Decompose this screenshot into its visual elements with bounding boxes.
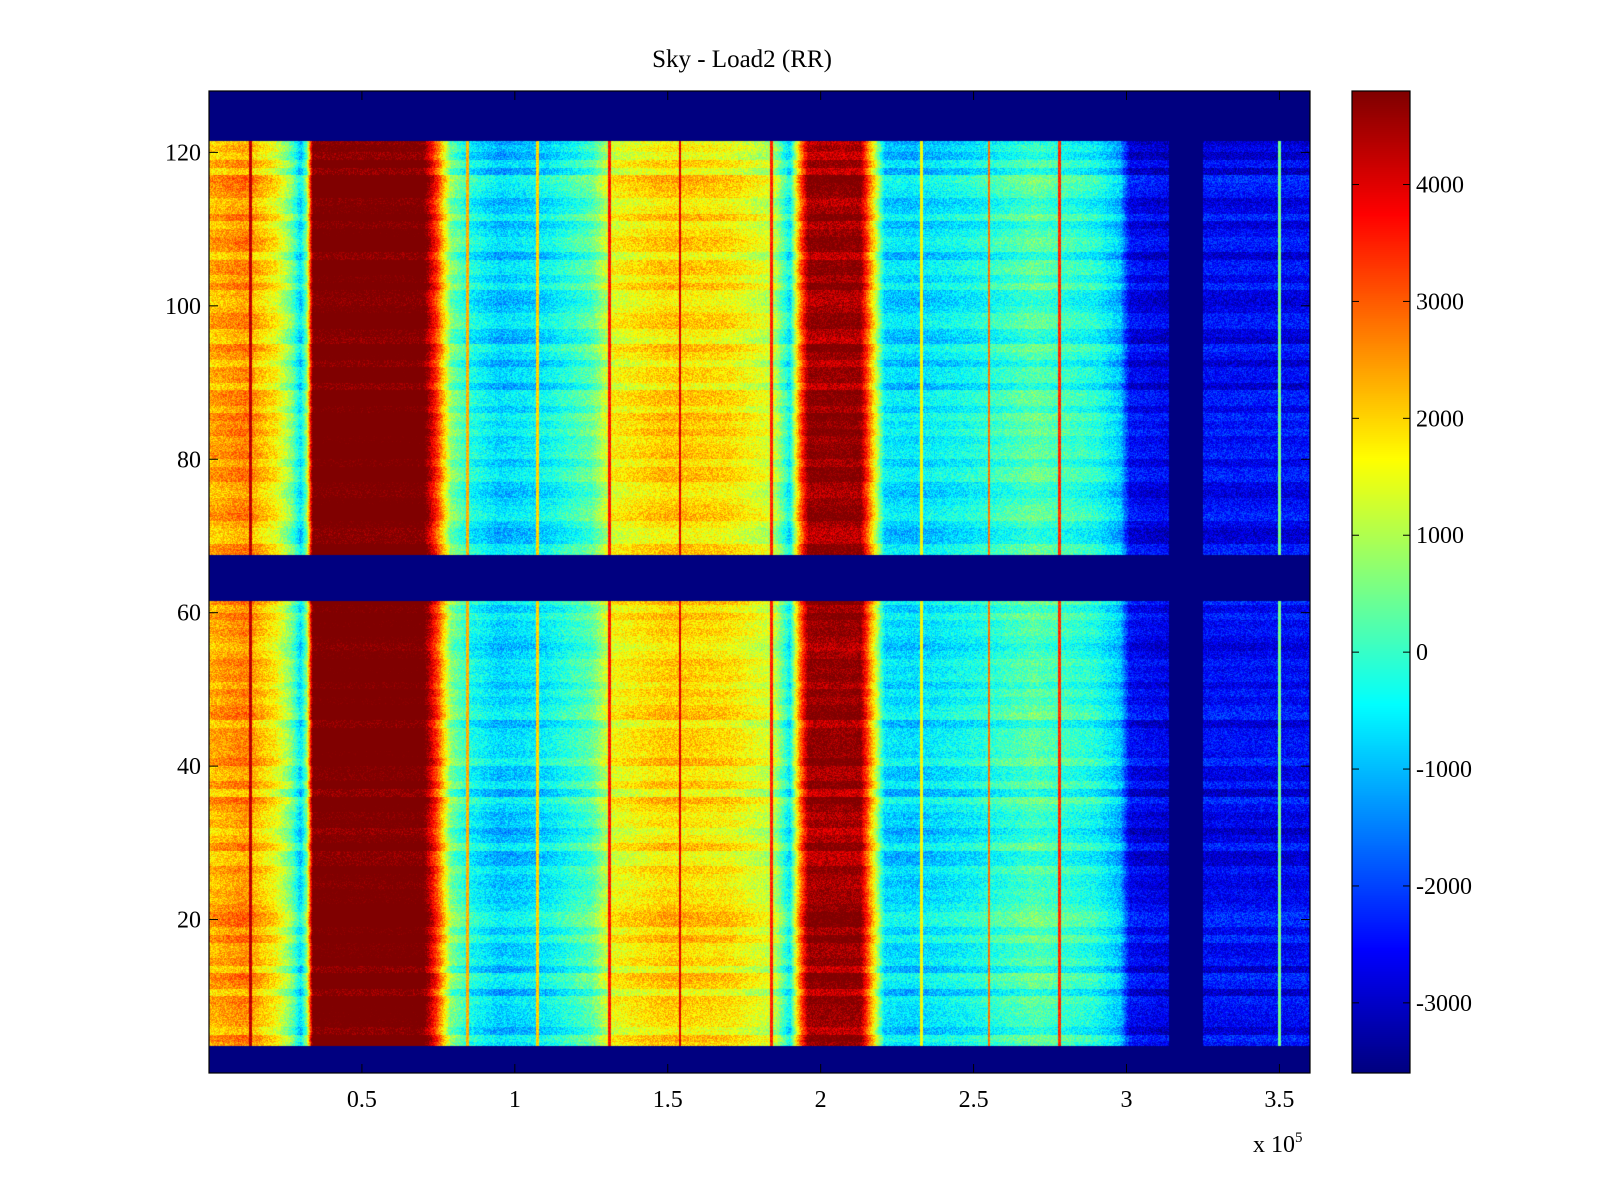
colorbar-tick-label: -3000 xyxy=(1416,991,1472,1017)
x-tick-label: 2 xyxy=(815,1087,827,1113)
x-tick-label: 2.5 xyxy=(959,1087,989,1113)
x-tick-label: 3.5 xyxy=(1264,1087,1294,1113)
x-tick-label: 1 xyxy=(509,1087,521,1113)
x-axis-multiplier-exponent: 5 xyxy=(1295,1130,1303,1146)
heatmap-plot-area xyxy=(208,90,1311,1074)
colorbar-gradient xyxy=(1352,91,1410,1073)
colorbar-gradient-container xyxy=(1352,91,1410,1073)
colorbar-frame xyxy=(1351,90,1411,1074)
y-tick-label: 100 xyxy=(165,294,201,320)
y-tick-label: 20 xyxy=(177,908,201,934)
y-tick-label: 40 xyxy=(177,754,201,780)
y-tick-label: 120 xyxy=(165,140,201,166)
colorbar-ticks: -3000 -2000 -1000 0 1000 2000 3000 4000 xyxy=(1352,173,1472,1017)
x-tick-label: 3 xyxy=(1121,1087,1133,1113)
y-axis: 20 40 60 80 100 120 xyxy=(165,140,1310,934)
x-axis-multiplier-base: x 10 xyxy=(1253,1132,1295,1158)
colorbar-tick-label: 3000 xyxy=(1416,289,1464,315)
y-tick-label: 60 xyxy=(177,601,201,627)
colorbar-tick-label: -1000 xyxy=(1416,757,1472,783)
colorbar-tick-label: 0 xyxy=(1416,640,1428,666)
colorbar-tick-label: -2000 xyxy=(1416,874,1472,900)
colorbar-tick-label: 2000 xyxy=(1416,406,1464,432)
x-tick-label: 0.5 xyxy=(347,1087,377,1113)
y-tick-label: 80 xyxy=(177,447,201,473)
colorbar-tick-label: 4000 xyxy=(1416,173,1464,199)
colorbar: -3000 -2000 -1000 0 1000 2000 3000 4000 xyxy=(1351,90,1472,1074)
heatmap-image-container xyxy=(209,91,1310,1073)
heatmap-image xyxy=(209,91,1310,1073)
x-axis-multiplier: x 105 xyxy=(1253,1130,1303,1158)
colorbar-tick-label: 1000 xyxy=(1416,523,1464,549)
plot-frame xyxy=(208,90,1311,1074)
x-axis: 0.5 1 1.5 2 2.5 3 3.5 xyxy=(347,91,1294,1113)
chart-title: Sky - Load2 (RR) xyxy=(652,46,832,73)
x-tick-label: 1.5 xyxy=(653,1087,683,1113)
